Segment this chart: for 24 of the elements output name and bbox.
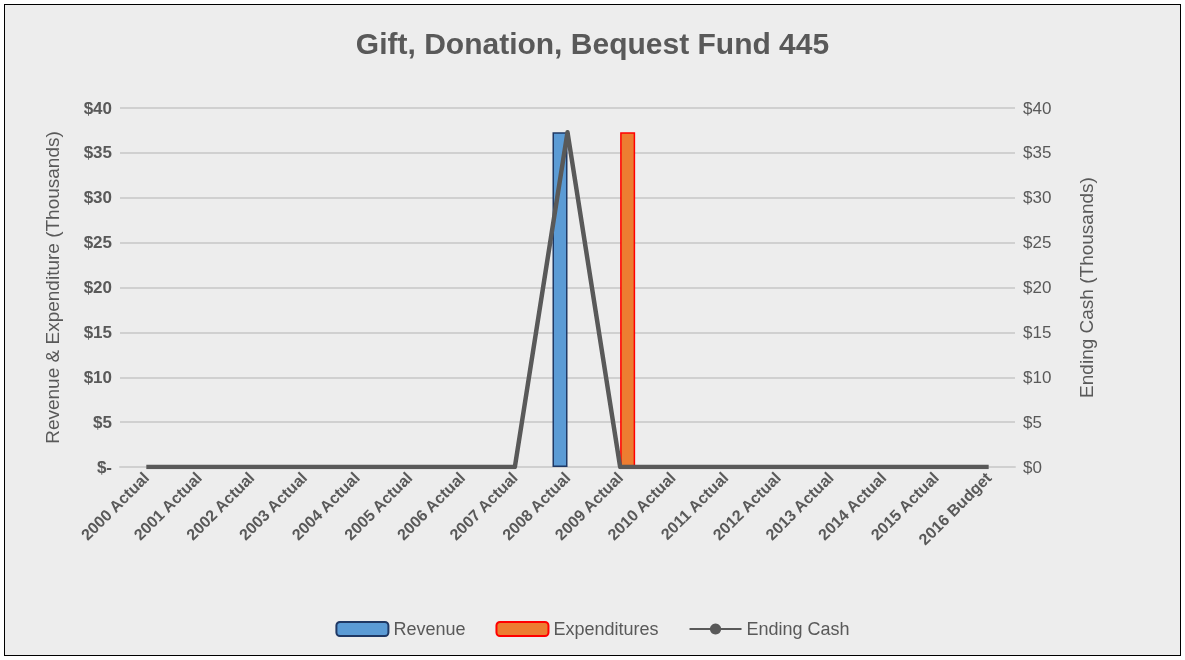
y-tick-label: $5 (93, 412, 112, 432)
chart-title: Gift, Donation, Bequest Fund 445 (355, 26, 830, 60)
y2-tick-label: $40 (1023, 98, 1052, 118)
y-tick-label: $25 (83, 233, 112, 253)
y2-tick-label: $30 (1023, 188, 1052, 208)
y2-axis-title: Ending Cash (Thousands) (1076, 177, 1097, 398)
y-tick-label: $30 (83, 188, 112, 208)
y-tick-label: $15 (83, 322, 112, 342)
y-tick-label: $35 (83, 143, 112, 163)
y-tick-label: $10 (83, 367, 112, 387)
legend-label: Revenue (393, 619, 466, 639)
y2-tick-label: $35 (1023, 143, 1052, 163)
legend-label: Expenditures (553, 619, 659, 639)
y2-tick-label: $25 (1023, 233, 1052, 253)
y2-tick-label: $0 (1023, 457, 1042, 477)
y2-tick-label: $15 (1023, 322, 1052, 342)
legend-label: Ending Cash (746, 619, 850, 639)
y2-tick-label: $20 (1023, 278, 1052, 297)
y2-tick-label: $5 (1023, 412, 1042, 432)
y-tick-label: $40 (83, 98, 112, 118)
y-tick-label: $20 (83, 278, 112, 297)
y-tick-label: $- (96, 457, 112, 477)
y2-tick-label: $10 (1023, 367, 1052, 387)
y-axis-title: Revenue & Expenditure (Thousands) (42, 131, 63, 444)
